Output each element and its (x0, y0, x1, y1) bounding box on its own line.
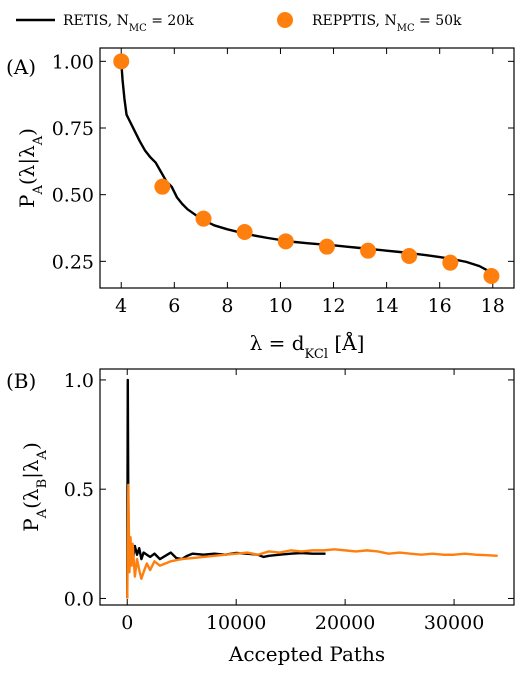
legend-repptis-marker (277, 12, 293, 28)
panel-a-retis-line (120, 61, 494, 275)
panel-a-ytick-label: 0.50 (52, 185, 94, 207)
panel-b-xtick-label: 20000 (315, 612, 375, 634)
panel-b-xlabel: Accepted Paths (228, 642, 385, 666)
panel-a-repptis-point (483, 268, 500, 284)
panel-a-ylabel: PA(λ|λA) (15, 128, 46, 208)
panel-a-xtick-label: 14 (375, 295, 399, 317)
panel-b-xtick-label: 30000 (424, 612, 484, 634)
panel-b-frame (99, 368, 515, 606)
panel-a-repptis-point (318, 238, 335, 255)
panel-a-xtick-label: 6 (168, 295, 180, 317)
panel-a-ytick-label: 1.00 (52, 51, 94, 73)
panel-b-xtick-label: 0 (121, 612, 133, 634)
panel-a-repptis-point (277, 233, 294, 250)
panel-a-ytick-label: 0.75 (52, 118, 94, 140)
panel-a-repptis-point (236, 224, 253, 240)
panel-a-label: (A) (6, 55, 36, 79)
panel-b-retis-line (126, 378, 326, 599)
panel-b-ylabel: PA(λB|λA) (19, 442, 50, 532)
panel-b-ytick-label: 0.5 (64, 479, 94, 501)
panel-a-repptis-point (113, 53, 130, 70)
panel-a: (A) 4 6 8 10 12 14 16 18 0.25 0.50 0.75 1.00 λ = dK… (6, 47, 515, 362)
panel-b-series (126, 378, 498, 599)
panel-a-xtick-label: 12 (321, 295, 345, 317)
panel-a-xtick-label: 4 (115, 295, 127, 317)
panel-a-xtick-label: 16 (428, 295, 452, 317)
panel-b: (B) 0 10000 20000 30000 0.0 0.5 1.0 Accepted P… (6, 368, 515, 666)
legend-retis-label: RETIS, NMC = 20k (63, 13, 194, 34)
legend-repptis-label: REPPTIS, NMC = 50k (312, 13, 462, 34)
panel-a-series (113, 53, 500, 284)
panel-a-xtick-label: 10 (268, 295, 292, 317)
panel-a-xtick-label: 18 (481, 295, 505, 317)
panel-a-xlabel: λ = dKCl [Å] (250, 330, 365, 362)
panel-a-ytick-label: 0.25 (52, 251, 94, 273)
panel-b-label: (B) (6, 369, 36, 393)
panel-a-repptis-point (442, 254, 459, 271)
panel-a-repptis-point (154, 178, 171, 195)
panel-b-ytick-label: 1.0 (64, 370, 94, 392)
panel-a-repptis-point (360, 242, 377, 259)
panel-b-repptis-line (126, 483, 498, 599)
panel-a-xtick-label: 8 (221, 295, 233, 317)
panel-b-ticks: 0 10000 20000 30000 0.0 0.5 1.0 (64, 369, 514, 634)
panel-b-xtick-label: 10000 (206, 612, 266, 634)
panel-a-repptis-point (195, 210, 212, 227)
panel-a-repptis-point (401, 248, 418, 264)
panel-a-ticks: 4 6 8 10 12 14 16 18 0.25 0.50 0.75 1.00 (52, 48, 514, 317)
panel-a-frame (99, 47, 515, 289)
legend: RETIS, NMC = 20k REPPTIS, NMC = 50k (16, 12, 462, 34)
panel-b-ytick-label: 0.0 (64, 588, 94, 610)
